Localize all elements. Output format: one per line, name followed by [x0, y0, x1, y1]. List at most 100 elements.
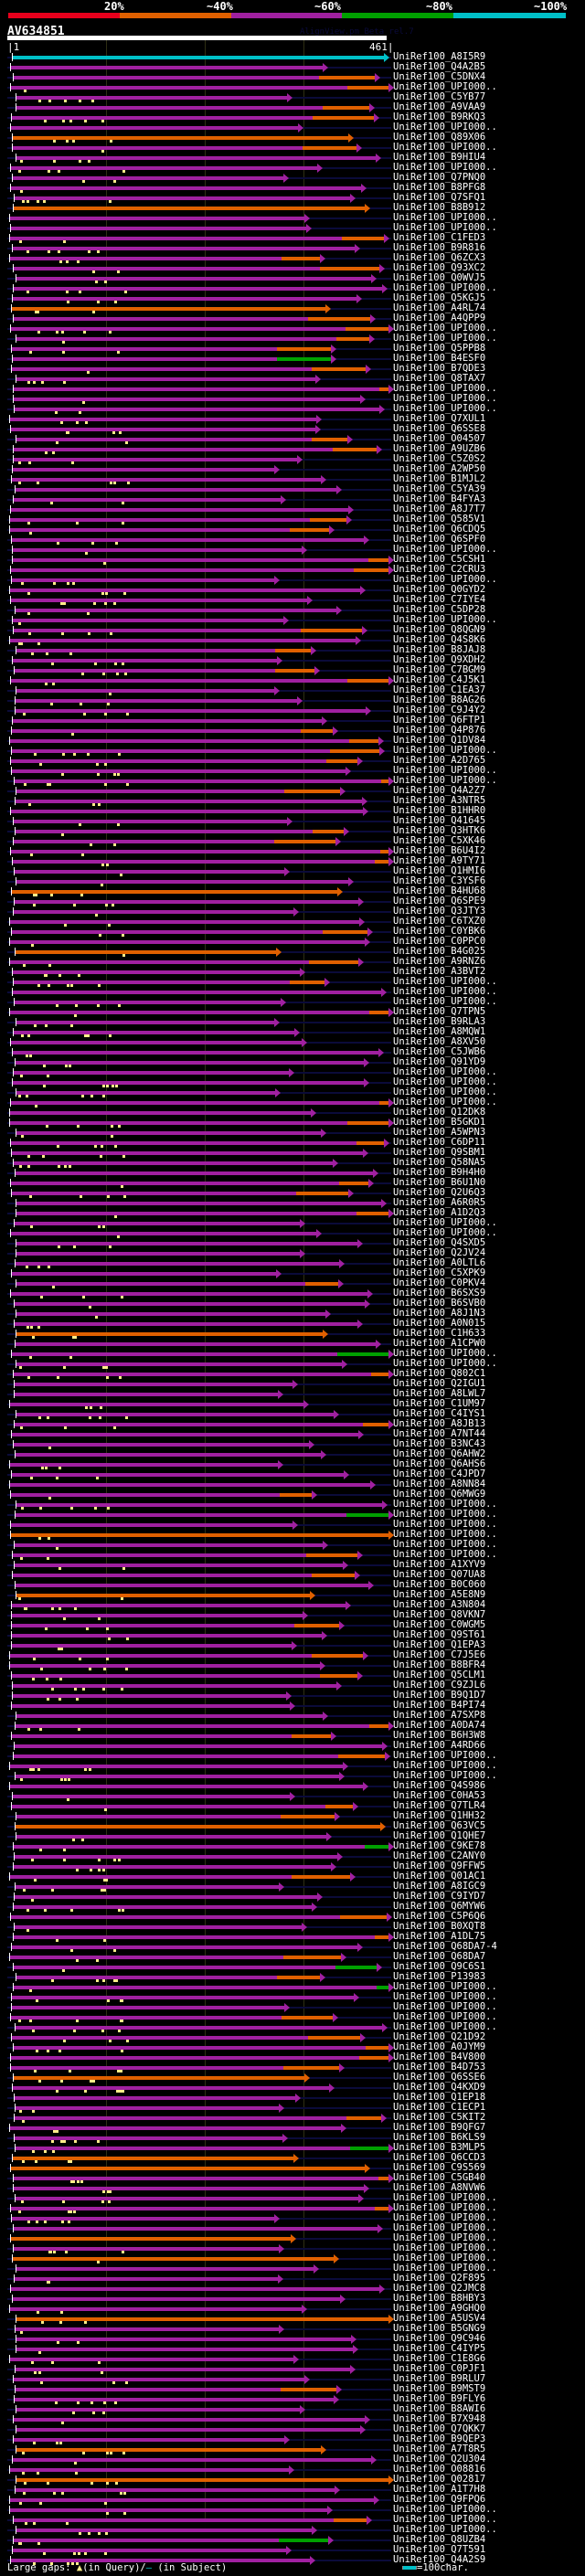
hit-row[interactable]: UniRef100_UPI000.. — [0, 2263, 585, 2274]
hit-row[interactable]: UniRef100_Q6SPE9 — [0, 896, 585, 907]
hit-label[interactable]: UniRef100_A9RNZ6 — [393, 956, 486, 967]
hit-row[interactable]: UniRef100_UPI000.. — [0, 162, 585, 174]
hit-label[interactable]: UniRef100_Q4A2B5 — [393, 61, 486, 72]
hit-row[interactable]: UniRef100_C2CRU3 — [0, 564, 585, 576]
hit-row[interactable]: UniRef100_Q2JMC8 — [0, 2283, 585, 2295]
hit-row[interactable]: UniRef100_B9QEP3 — [0, 2433, 585, 2445]
hit-row[interactable]: UniRef100_C6TXZ0 — [0, 916, 585, 928]
hit-row[interactable]: UniRef100_UPI000.. — [0, 323, 585, 334]
hit-label[interactable]: UniRef100_B1MJL2 — [393, 473, 486, 484]
hit-row[interactable]: UniRef100_C5GB40 — [0, 2172, 585, 2184]
hit-label[interactable]: UniRef100_A4RL74 — [393, 302, 486, 313]
hit-label[interactable]: UniRef100_Q6ZCX3 — [393, 252, 486, 263]
hit-label[interactable]: UniRef100_Q07UA8 — [393, 1569, 486, 1580]
hit-label[interactable]: UniRef100_Q6CCD3 — [393, 2152, 486, 2163]
hit-label[interactable]: UniRef100_C9ZJL6 — [393, 1680, 486, 1691]
hit-row[interactable]: UniRef100_B9MST9 — [0, 2383, 585, 2395]
hit-row[interactable]: UniRef100_UPI000.. — [0, 775, 585, 787]
hit-label[interactable]: UniRef100_Q12DK8 — [393, 1107, 486, 1118]
hit-label[interactable]: UniRef100_B4D753 — [393, 2062, 486, 2072]
hit-row[interactable]: UniRef100_A8JB13 — [0, 1418, 585, 1430]
hit-row[interactable]: UniRef100_UPI000.. — [0, 2253, 585, 2264]
hit-row[interactable]: UniRef100_Q4P876 — [0, 725, 585, 737]
hit-label[interactable]: UniRef100_Q01AC1 — [393, 1871, 486, 1882]
hit-label[interactable]: UniRef100_UPI000.. — [393, 1087, 497, 1097]
hit-row[interactable]: UniRef100_Q1QHE7 — [0, 1830, 585, 1842]
hit-label[interactable]: UniRef100_Q02817 — [393, 2474, 486, 2485]
hit-row[interactable]: UniRef100_Q3JTY3 — [0, 906, 585, 917]
hit-label[interactable]: UniRef100_C0HA53 — [393, 1790, 486, 1801]
hit-row[interactable]: UniRef100_A9RNZ6 — [0, 956, 585, 968]
hit-row[interactable]: UniRef100_B9RKQ3 — [0, 111, 585, 123]
hit-row[interactable]: UniRef100_A3BVT2 — [0, 966, 585, 978]
hit-row[interactable]: UniRef100_B9HIU4 — [0, 152, 585, 164]
hit-row[interactable]: UniRef100_Q7TPN5 — [0, 1006, 585, 1018]
hit-label[interactable]: UniRef100_Q5CLM1 — [393, 1670, 486, 1680]
hit-row[interactable]: UniRef100_C0YBK6 — [0, 926, 585, 938]
hit-row[interactable]: UniRef100_C5P6Q6 — [0, 1911, 585, 1923]
hit-row[interactable]: UniRef100_A2WP50 — [0, 463, 585, 475]
hit-label[interactable]: UniRef100_A1XYV9 — [393, 1559, 486, 1570]
hit-row[interactable]: UniRef100_Q6MWG9 — [0, 1489, 585, 1500]
hit-row[interactable]: UniRef100_C0PJF1 — [0, 2363, 585, 2375]
hit-label[interactable]: UniRef100_Q8TAX7 — [393, 373, 486, 384]
hit-row[interactable]: UniRef100_UPI000.. — [0, 2212, 585, 2224]
hit-row[interactable]: UniRef100_A8NVW6 — [0, 2182, 585, 2194]
hit-label[interactable]: UniRef100_Q1HMI6 — [393, 865, 486, 876]
hit-row[interactable]: UniRef100_B9RLU7 — [0, 2373, 585, 2385]
hit-row[interactable]: UniRef100_A1XYV9 — [0, 1559, 585, 1571]
hit-label[interactable]: UniRef100_C7J5E6 — [393, 1649, 486, 1660]
hit-label[interactable]: UniRef100_B8B912 — [393, 202, 486, 213]
hit-row[interactable]: UniRef100_UPI000.. — [0, 2504, 585, 2516]
hit-row[interactable]: UniRef100_C7J5E6 — [0, 1649, 585, 1661]
hit-label[interactable]: UniRef100_C5CSH1 — [393, 554, 486, 565]
hit-label[interactable]: UniRef100_B8BFR4 — [393, 1659, 486, 1670]
hit-label[interactable]: UniRef100_B6H3W8 — [393, 1730, 486, 1741]
hit-row[interactable]: UniRef100_UPI000.. — [0, 2001, 585, 2013]
hit-row[interactable]: UniRef100_A2D765 — [0, 755, 585, 767]
hit-label[interactable]: UniRef100_Q6CDQ5 — [393, 524, 486, 535]
hit-row[interactable]: UniRef100_C0WGM5 — [0, 1619, 585, 1631]
hit-row[interactable]: UniRef100_UPI000.. — [0, 1097, 585, 1108]
hit-label[interactable]: UniRef100_UPI000.. — [393, 2242, 497, 2253]
hit-row[interactable]: UniRef100_UPI000.. — [0, 2514, 585, 2526]
hit-row[interactable]: UniRef100_C5DP28 — [0, 604, 585, 616]
hit-row[interactable]: UniRef100_B6SXS9 — [0, 1288, 585, 1299]
hit-label[interactable]: UniRef100_Q4KXD9 — [393, 2082, 486, 2093]
hit-row[interactable]: UniRef100_Q2F895 — [0, 2273, 585, 2284]
hit-label[interactable]: UniRef100_A2D765 — [393, 755, 486, 766]
hit-label[interactable]: UniRef100_UPI000.. — [393, 1529, 497, 1540]
hit-label[interactable]: UniRef100_UPI000.. — [393, 2232, 497, 2243]
hit-row[interactable]: UniRef100_B8JAJ8 — [0, 644, 585, 656]
hit-row[interactable]: UniRef100_Q7SFQ1 — [0, 192, 585, 204]
hit-label[interactable]: UniRef100_A1D2Q3 — [393, 1207, 486, 1218]
hit-row[interactable]: UniRef100_Q2U304 — [0, 2454, 585, 2465]
hit-row[interactable]: UniRef100_B0C060 — [0, 1579, 585, 1591]
hit-row[interactable]: UniRef100_Q8QGN9 — [0, 624, 585, 636]
hit-row[interactable]: UniRef100_C9S569 — [0, 2162, 585, 2174]
hit-label[interactable]: UniRef100_B1HHR0 — [393, 805, 486, 816]
hit-label[interactable]: UniRef100_UPI000.. — [393, 1227, 497, 1238]
hit-label[interactable]: UniRef100_C9J4Y2 — [393, 705, 486, 716]
hit-label[interactable]: UniRef100_Q41645 — [393, 815, 486, 826]
hit-row[interactable]: UniRef100_B9H4H0 — [0, 1167, 585, 1179]
hit-label[interactable]: UniRef100_Q91YD9 — [393, 1056, 486, 1067]
hit-row[interactable]: UniRef100_UPI000.. — [0, 393, 585, 405]
hit-row[interactable]: UniRef100_Q9ST61 — [0, 1629, 585, 1641]
hit-row[interactable]: UniRef100_B8AWI6 — [0, 2403, 585, 2415]
hit-label[interactable]: UniRef100_B4PI74 — [393, 1700, 486, 1711]
hit-row[interactable]: UniRef100_UPI000.. — [0, 212, 585, 224]
hit-row[interactable]: UniRef100_B5GKD1 — [0, 1117, 585, 1129]
hit-label[interactable]: UniRef100_UPI000.. — [393, 976, 497, 987]
hit-label[interactable]: UniRef100_UPI000.. — [393, 2504, 497, 2515]
hit-row[interactable]: UniRef100_UPI000.. — [0, 1549, 585, 1561]
hit-label[interactable]: UniRef100_UPI000.. — [393, 282, 497, 293]
hit-row[interactable]: UniRef100_Q9C946 — [0, 2333, 585, 2345]
hit-label[interactable]: UniRef100_Q21D92 — [393, 2031, 486, 2042]
hit-label[interactable]: UniRef100_UPI000.. — [393, 1217, 497, 1228]
hit-row[interactable]: UniRef100_C3YSF6 — [0, 875, 585, 887]
hit-row[interactable]: UniRef100_B4V800 — [0, 2051, 585, 2063]
hit-row[interactable]: UniRef100_A9UZB6 — [0, 443, 585, 455]
hit-row[interactable]: UniRef100_A1DL75 — [0, 1931, 585, 1943]
hit-row[interactable]: UniRef100_C9J4Y2 — [0, 705, 585, 716]
